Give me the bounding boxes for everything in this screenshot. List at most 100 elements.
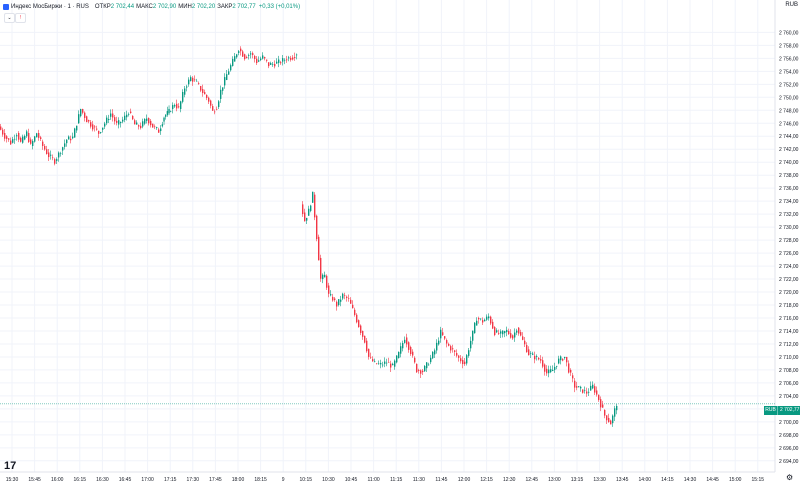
candle-body [482,320,484,323]
time-tick-label: 11:15 [390,477,402,483]
candle-body [72,136,74,139]
candle-body [52,157,54,159]
tradingview-logo[interactable]: 17 [4,460,17,472]
candle-body [476,320,478,326]
candle-body [368,348,370,357]
candle-body [352,304,354,309]
candle-body [172,105,174,109]
candle-body [596,390,598,395]
candle-body [334,298,336,301]
candle-body [130,111,132,114]
time-tick-label: 12:15 [480,477,493,483]
gear-icon[interactable]: ⚙ [786,473,794,482]
candle-body [492,321,494,329]
last-price-tag: RUB 2 702,77 [764,406,800,415]
candle-body [362,330,364,337]
time-tick-label: 11:45 [435,477,447,483]
price-tick-label: 2 718,00 [779,303,799,309]
candle-body [118,120,120,125]
candle-body [470,340,472,349]
candle-body [34,136,36,142]
price-tick-label: 2 758,00 [779,43,799,49]
candle-body [514,332,516,338]
candle-body [426,362,428,369]
candle-body [106,117,108,124]
candle-body [372,359,374,362]
candle-body [594,386,596,393]
candle-body [28,133,30,142]
candle-body [414,357,416,363]
candle-body [64,143,66,147]
price-tick-label: 2 714,00 [779,329,799,335]
candle-body [168,108,170,114]
candle-body [150,120,152,126]
candle-body [402,343,404,349]
candle-body [342,293,344,299]
candle-body [92,124,94,130]
candle-body [326,275,328,288]
low-label: МИН [178,4,192,10]
candle-body [70,138,72,141]
price-tick-label: 2 740,00 [779,160,799,166]
symbol-title[interactable]: Индекс МосБиржи · 1 · RUS [11,4,89,10]
candle-body [24,135,26,140]
candle-body [161,124,164,127]
candle-body [304,212,306,222]
candle-body [116,120,118,123]
alert-button[interactable]: ! [15,13,26,23]
candle-body [552,369,554,372]
price-tick-label: 2 738,00 [779,173,799,179]
candle-body [590,385,592,391]
price-tick-label: 2 756,00 [779,56,799,62]
candle-body [604,409,606,416]
candle-body [160,128,162,132]
price-tick-label: 2 720,00 [779,290,799,296]
candle-body [400,346,402,354]
candle-body [40,137,42,139]
time-tick-label: 17:30 [187,477,200,483]
candle-body [260,58,262,61]
candle-body [496,330,498,333]
candle-body [328,285,330,294]
candle-body [380,363,382,365]
candle-body [266,59,268,61]
time-tick-label: 12:30 [503,477,516,483]
candle-body [282,58,284,62]
candle-body [108,118,110,121]
candle-body [416,363,418,373]
candle-body [110,113,112,117]
candle-body [286,59,288,61]
candle-body [250,53,252,55]
candle-body [174,105,176,107]
candle-body [166,111,169,116]
candle-body [526,345,528,353]
candle-body [6,136,8,139]
candle-body [370,356,372,358]
candle-body [508,330,510,335]
collapse-legend-button[interactable]: ⌄ [4,13,15,23]
candle-body [238,51,240,53]
candle-body [614,408,616,417]
candle-body [320,257,322,279]
candle-body [564,356,566,359]
candle-body [10,140,12,145]
candle-body [520,332,522,336]
candle-body [374,361,376,362]
candle-body [8,138,10,140]
candle-body [38,133,40,138]
candle-body [124,115,126,121]
candle-body [360,325,362,333]
currency-label[interactable]: RUB [785,2,798,8]
candle-body [586,391,588,394]
time-tick-label: 14:15 [661,477,674,483]
candle-body [588,391,590,393]
candle-body [36,133,38,138]
candle-body [428,364,430,366]
symbol-flag-icon [3,4,9,10]
candle-body [436,342,438,351]
price-tick-label: 2 746,00 [779,121,799,127]
candle-body [148,118,150,124]
candle-body [390,363,392,368]
candle-body [146,118,148,121]
